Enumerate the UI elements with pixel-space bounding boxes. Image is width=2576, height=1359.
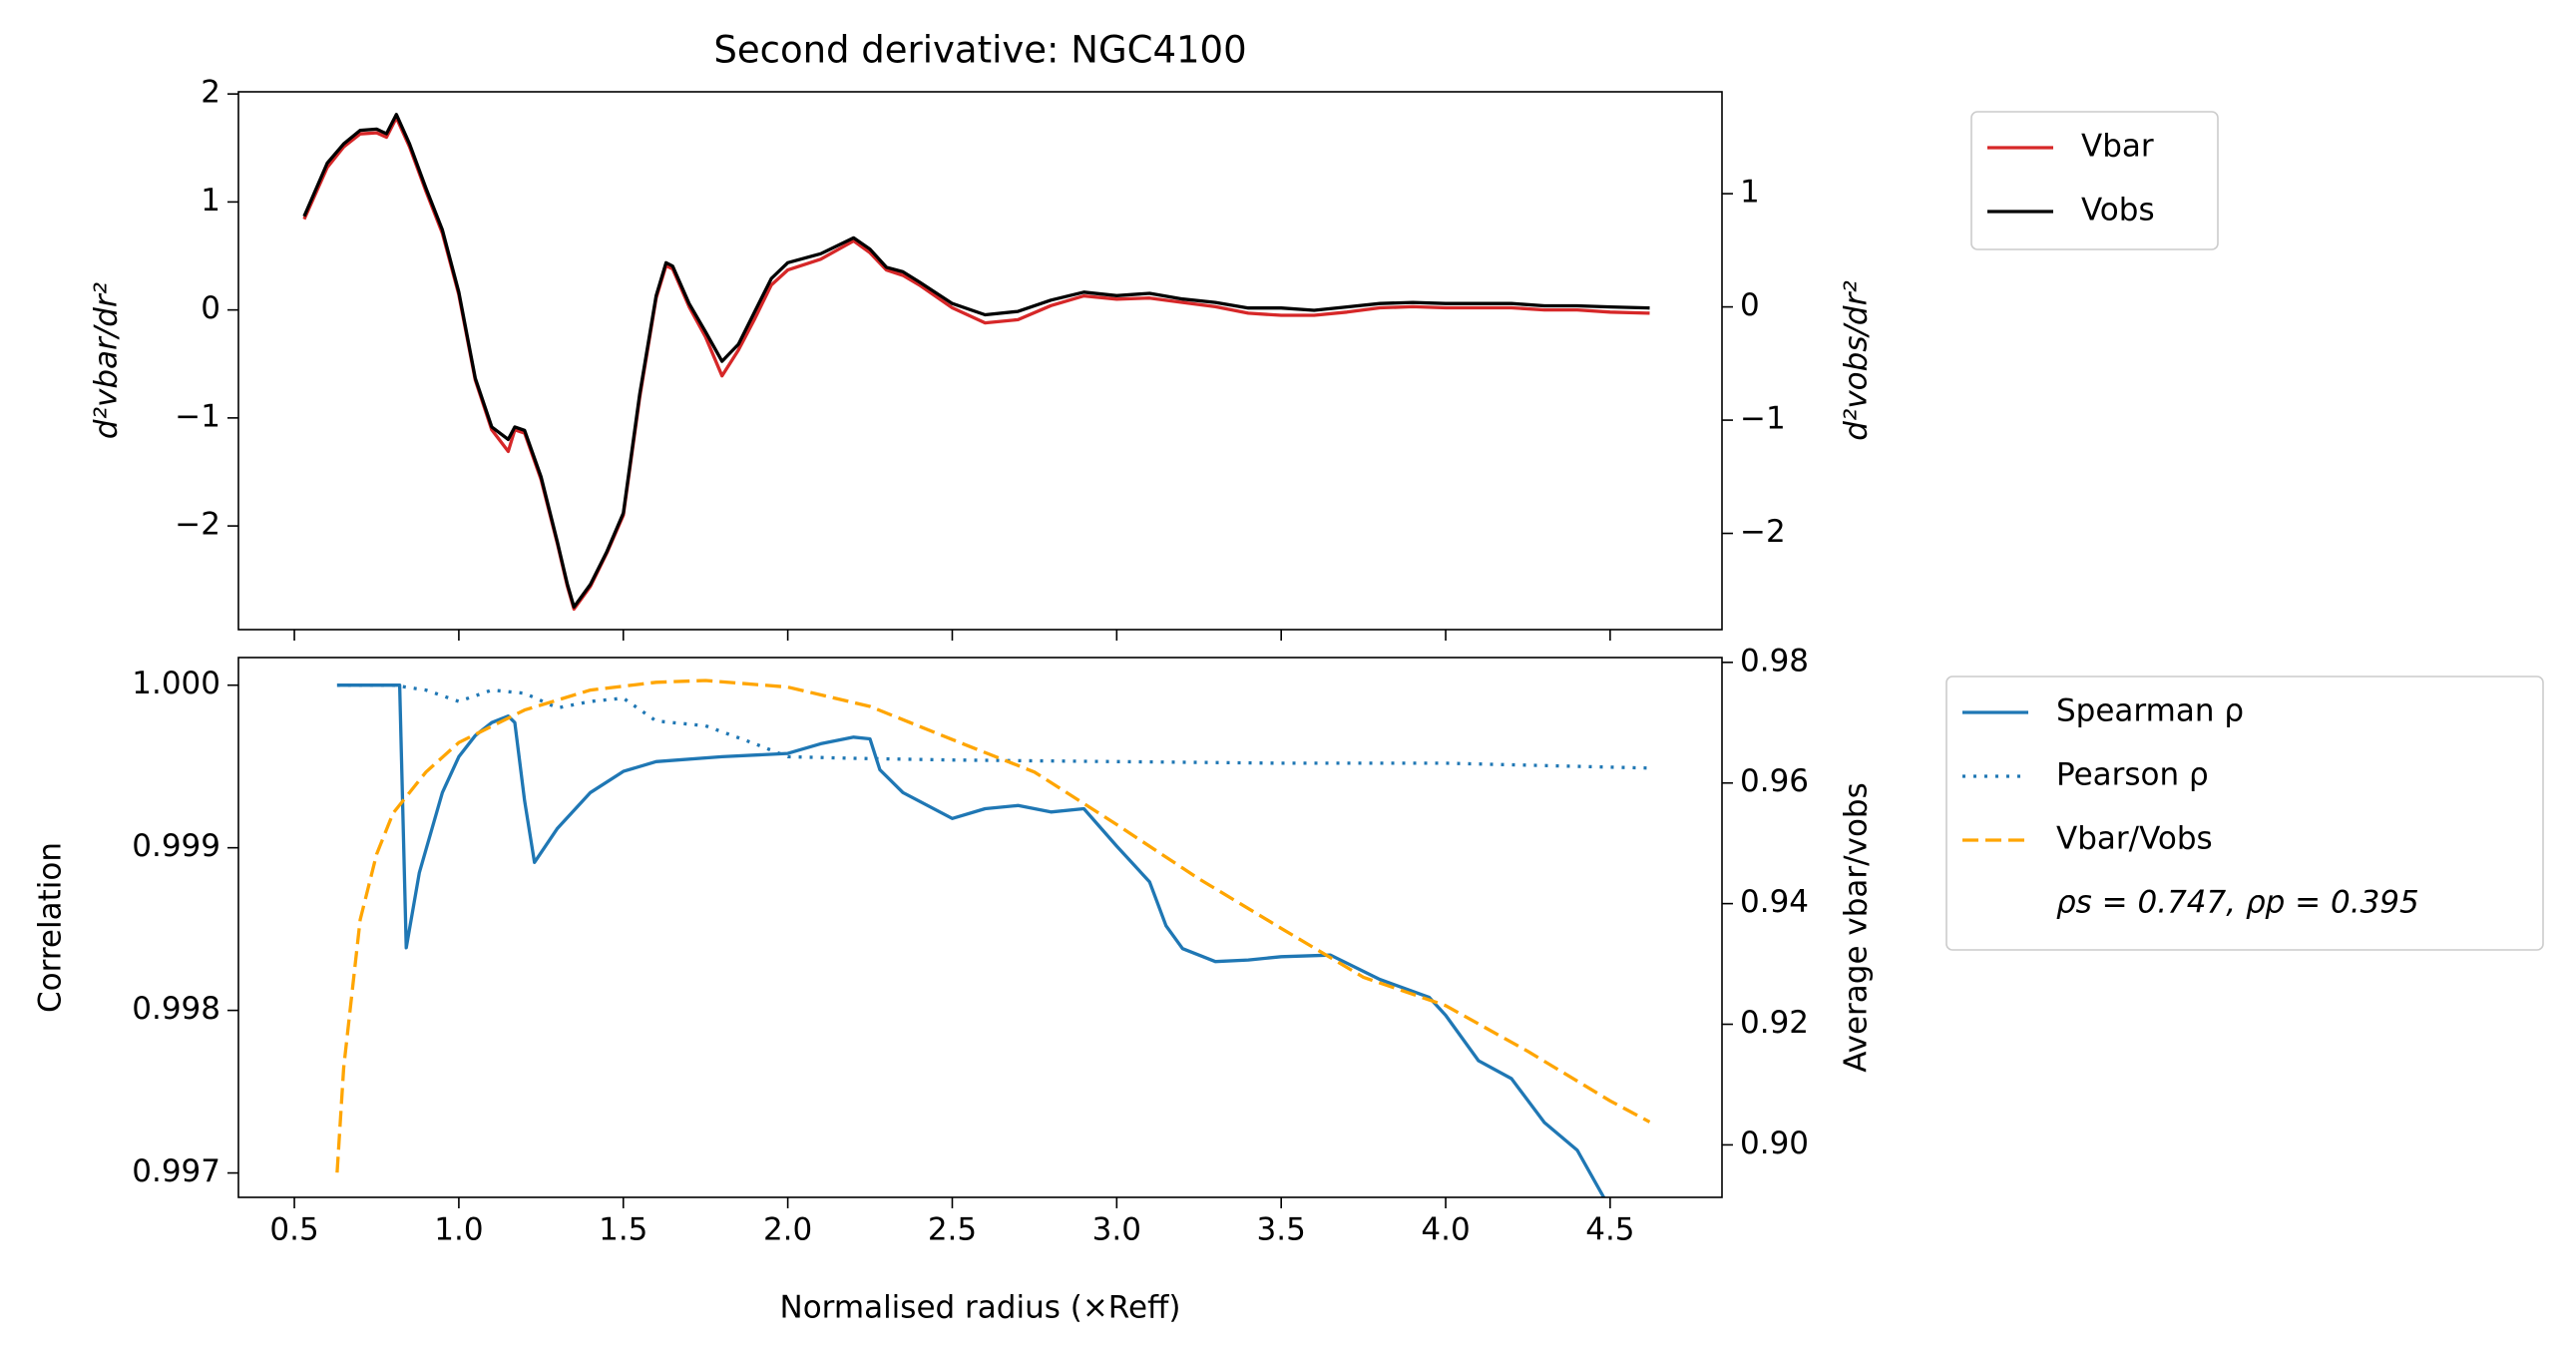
series-line bbox=[336, 683, 1606, 1197]
y-tick-label: −1 bbox=[175, 398, 220, 434]
y2-axis-label: d²vobs/dr² bbox=[1839, 280, 1875, 441]
y2-tick-label: 0.90 bbox=[1740, 1126, 1809, 1161]
y-tick-label: −2 bbox=[175, 507, 220, 543]
x-tick-label: 1.0 bbox=[434, 1212, 483, 1248]
y2-tick-label: −1 bbox=[1740, 401, 1786, 437]
y-tick-label: 0.998 bbox=[132, 991, 220, 1027]
x-axis-label: Normalised radius (×Reff) bbox=[780, 1290, 1181, 1326]
y2-tick-label: 0 bbox=[1740, 287, 1760, 323]
legend-label: Pearson ρ bbox=[2056, 757, 2209, 793]
y2-tick-label: 0.98 bbox=[1740, 643, 1809, 679]
legend-label: Spearman ρ bbox=[2056, 693, 2244, 729]
legend-label: Vbar bbox=[2081, 129, 2154, 165]
legend-box bbox=[1945, 676, 2544, 951]
y-axis-label: d²vbar/dr² bbox=[89, 282, 125, 439]
x-tick-label: 0.5 bbox=[269, 1212, 318, 1248]
y-tick-label: 1.000 bbox=[132, 666, 220, 701]
y2-tick-label: 0.92 bbox=[1740, 1005, 1809, 1041]
y2-tick-label: −2 bbox=[1740, 514, 1786, 550]
y2-tick-label: 1 bbox=[1740, 175, 1760, 211]
legend-note: ρs = 0.747, ρp = 0.395 bbox=[2056, 885, 2419, 921]
y2-tick-label: 0.96 bbox=[1740, 763, 1809, 799]
x-tick-label: 3.5 bbox=[1257, 1212, 1306, 1248]
x-tick-label: 2.5 bbox=[928, 1212, 977, 1248]
y-tick-label: 0.997 bbox=[132, 1153, 220, 1189]
legend-label: Vobs bbox=[2081, 193, 2155, 228]
y-axis-label: Correlation bbox=[33, 842, 69, 1013]
chart-title: Second derivative: NGC4100 bbox=[713, 29, 1246, 72]
series-line bbox=[302, 113, 1650, 609]
y-tick-label: 0.999 bbox=[132, 828, 220, 864]
y-tick-label: 2 bbox=[201, 75, 220, 111]
x-tick-label: 4.5 bbox=[1585, 1212, 1634, 1248]
x-tick-label: 3.0 bbox=[1092, 1212, 1141, 1248]
series-line bbox=[302, 116, 1650, 612]
axes-frame bbox=[237, 91, 1723, 631]
axes-frame bbox=[237, 657, 1723, 1198]
y-tick-label: 0 bbox=[201, 290, 220, 326]
y-tick-label: 1 bbox=[201, 183, 220, 219]
series-line bbox=[335, 679, 1651, 1173]
y2-tick-label: 0.94 bbox=[1740, 884, 1809, 920]
y2-axis-label: Average vbar/vobs bbox=[1839, 782, 1875, 1073]
x-tick-label: 1.5 bbox=[599, 1212, 647, 1248]
x-tick-label: 2.0 bbox=[763, 1212, 812, 1248]
legend-label: Vbar/Vobs bbox=[2056, 821, 2213, 857]
x-tick-label: 4.0 bbox=[1421, 1212, 1470, 1248]
